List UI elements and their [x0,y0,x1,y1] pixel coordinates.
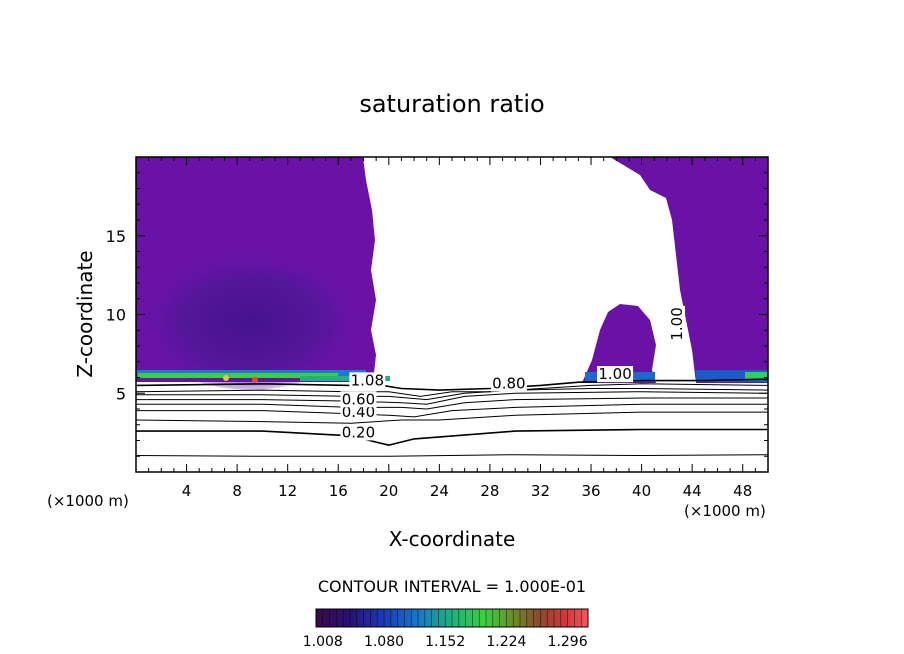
contour-line-4 [136,397,768,410]
contour-label-bg [349,372,386,389]
x-unit-right: (×1000 m) [684,502,766,520]
y-axis-label: Z-coordinate [73,250,97,377]
plot-fills [136,157,768,390]
contour-label-bg [340,391,377,408]
contour-labels: 0.20 0.400.601.08 0.80 1.00 1.00 [340,305,686,441]
chart-title: saturation ratio [359,90,544,118]
contour-label: 0.60 [342,390,375,408]
contour-line-8 [136,378,768,391]
y-axis-ticks: 5 10 15 [106,172,768,457]
contour-line-2 [136,411,768,424]
contour-line-6 [136,388,768,401]
contour-label-bg [490,375,527,392]
contour-label-bg [340,424,377,441]
x-tick-label: 8 [232,482,242,500]
x-tick-label: 44 [683,482,702,500]
colorbar-tick-labels: 1.008 1.080 1.152 1.224 1.296 [303,634,588,650]
contour-line-5 [136,391,768,405]
saturated-core [136,240,365,390]
colorbar-tick-label: 1.080 [364,634,404,650]
y-tick-label: 10 [106,306,126,325]
hot-spot [252,377,258,383]
contour-line-7 [136,383,768,397]
x-axis-ticks: 4 8 12 16 20 24 28 32 36 40 44 48 [148,157,756,500]
x-axis-label: X-coordinate [389,527,516,551]
y-tick-label: 15 [106,227,126,246]
contour-label-bg [597,366,634,383]
colorbar-tick-label: 1.008 [303,634,343,650]
hot-spot [223,375,229,381]
moist-band-teal [300,376,390,381]
contour-label-bg [340,403,377,420]
contour-label: 0.40 [342,403,375,421]
contour-label-bg [669,305,686,342]
x-tick-label: 32 [531,482,550,500]
colorbar-tick-label: 1.152 [425,634,465,650]
colorbar-divisions [322,609,582,627]
contour-label: 1.08 [351,371,384,389]
x-tick-label: 36 [581,482,600,500]
moist-band-right-green [745,372,767,380]
colorbar-tick-label: 1.296 [548,634,588,650]
contour-label: 0.20 [342,423,375,441]
x-tick-label: 20 [379,482,398,500]
contour-label: 1.00 [598,365,631,383]
x-unit-left: (×1000 m) [47,492,129,510]
x-tick-label: 4 [182,482,192,500]
contour-interval-text: CONTOUR INTERVAL = 1.000E-01 [318,577,586,596]
moist-band-green [138,373,338,378]
saturated-region-right [610,157,768,383]
contour-line-0 [136,454,768,457]
contour-label: 1.00 [668,307,686,340]
contour-lines [136,378,768,457]
x-tick-label: 16 [329,482,348,500]
contour-line-1 [136,428,768,447]
x-tick-label: 28 [480,482,499,500]
contour-line-3 [136,403,768,418]
contour-label: 0.80 [492,375,525,393]
x-tick-label: 48 [733,482,752,500]
x-tick-label: 12 [278,482,297,500]
x-tick-label: 40 [632,482,651,500]
saturated-region-mid [582,304,656,383]
colorbar-tick-label: 1.224 [486,634,526,650]
y-tick-label: 5 [116,384,126,403]
x-tick-label: 24 [430,482,449,500]
